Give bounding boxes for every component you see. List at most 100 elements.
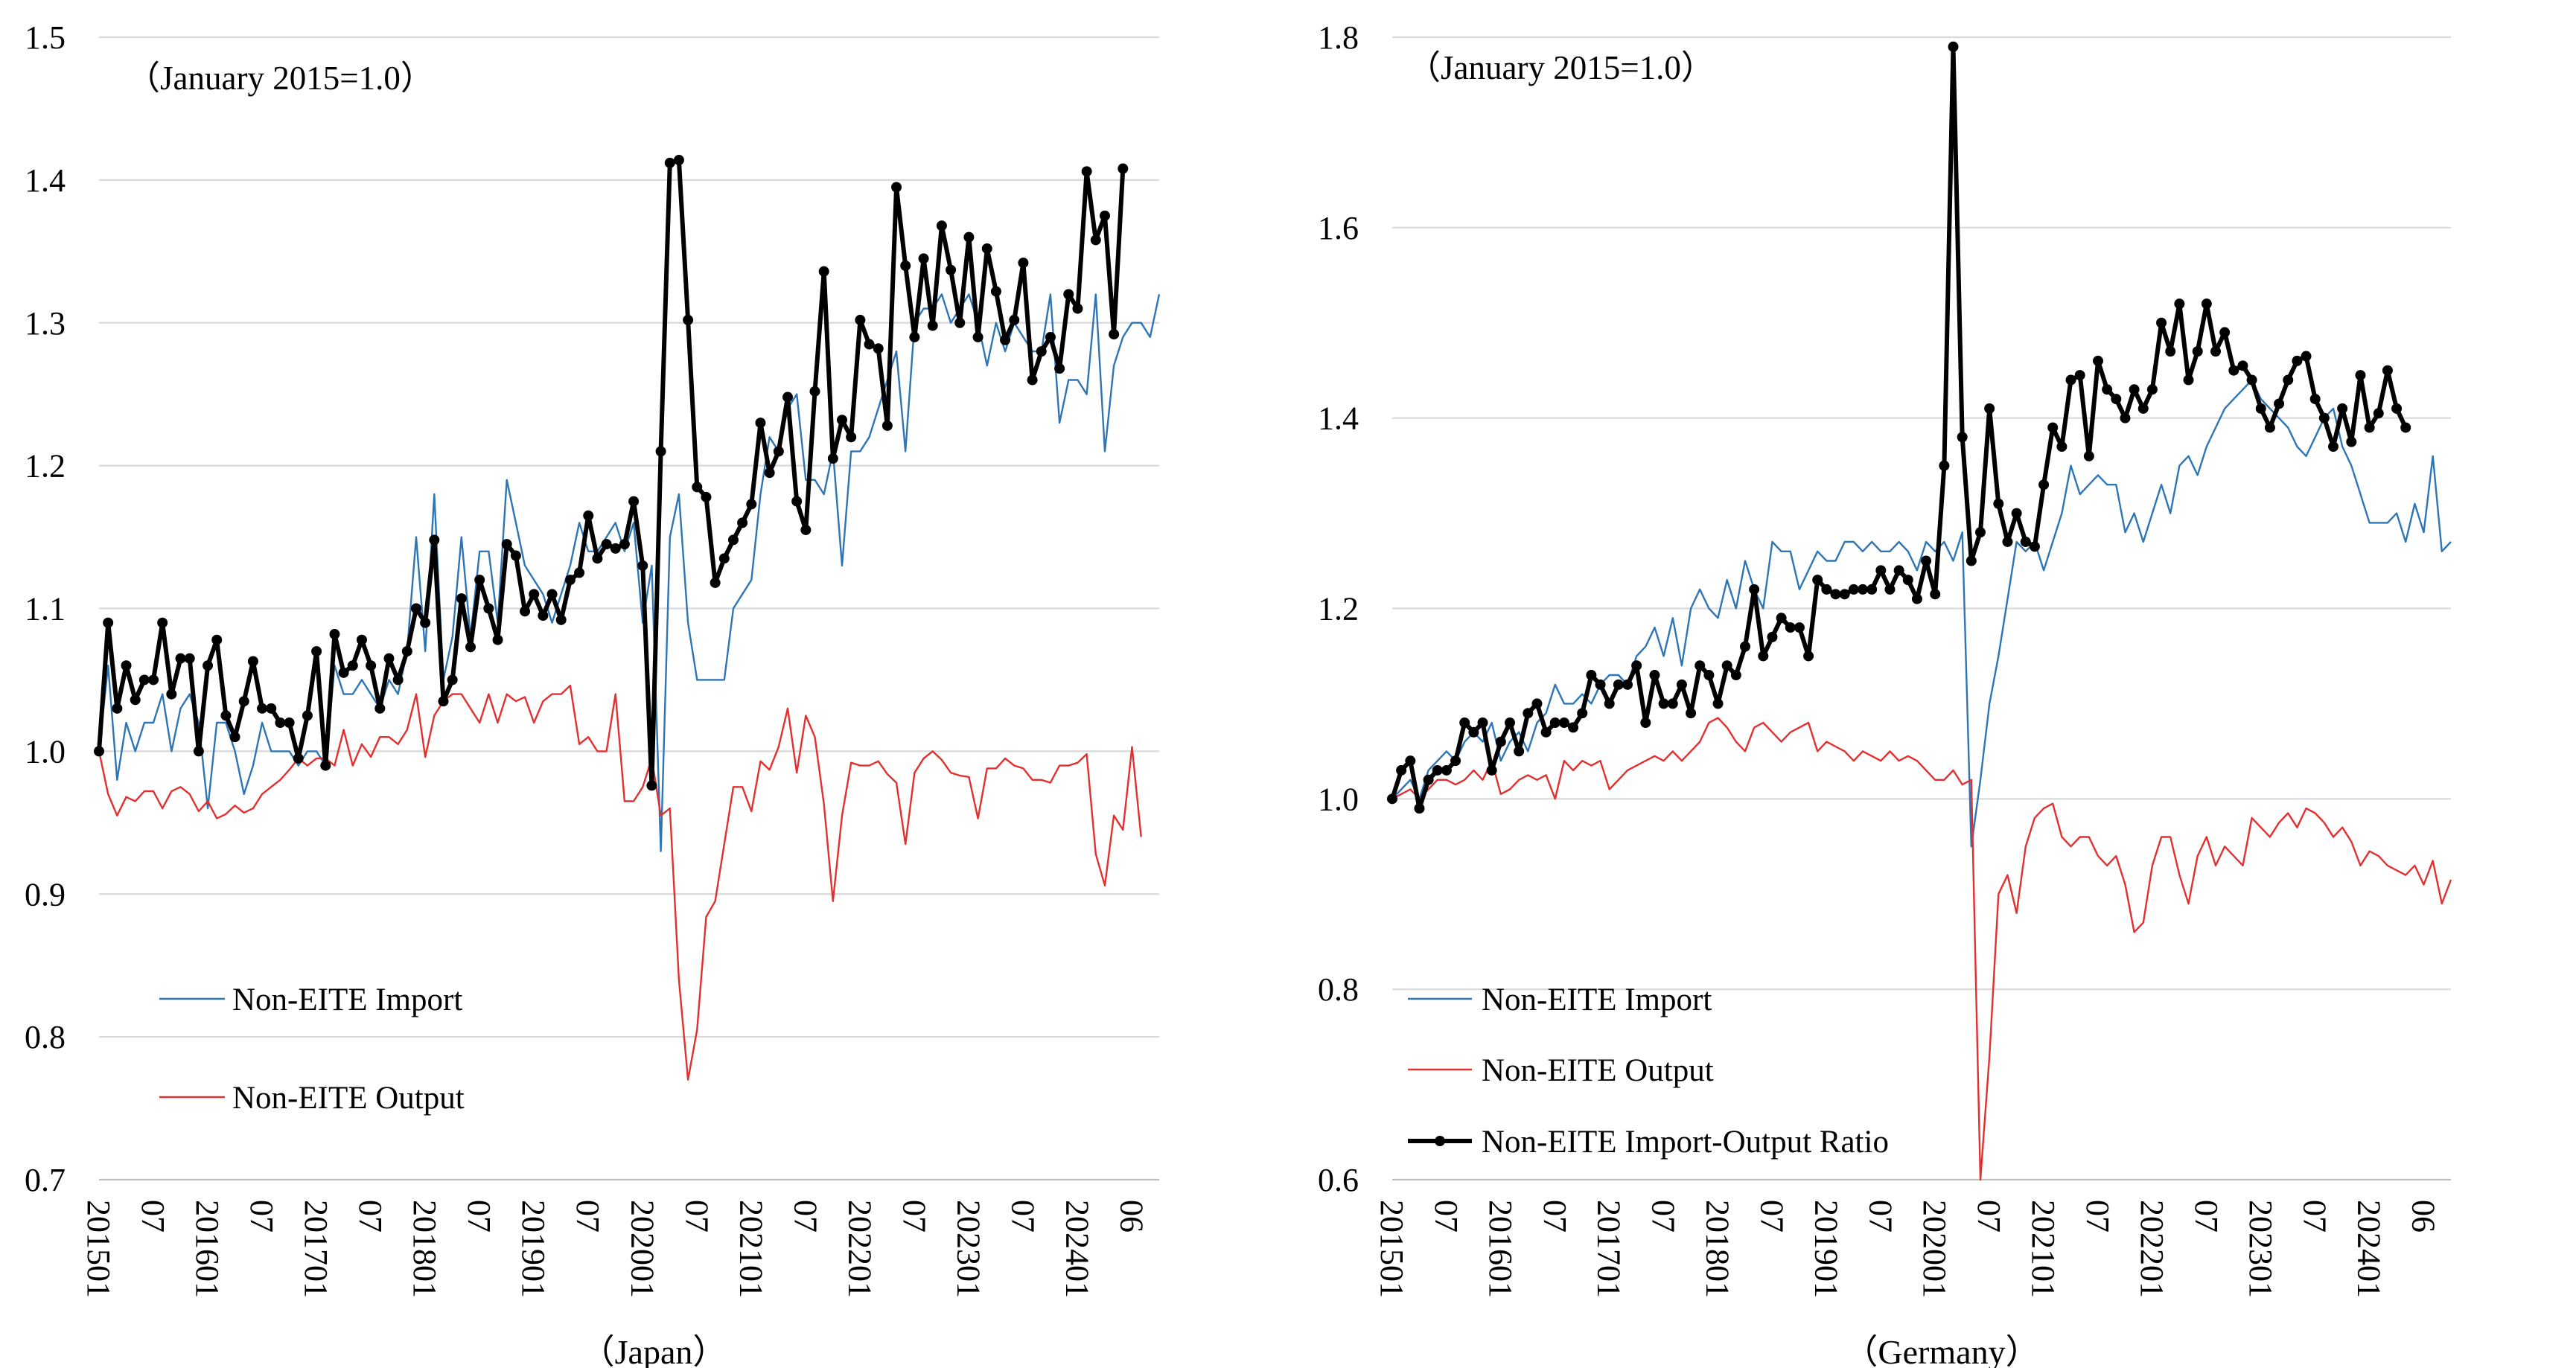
germany-x-tick-label: 07 — [2079, 1200, 2116, 1233]
japan-ratio-point — [555, 614, 567, 625]
japan-ratio-point — [664, 157, 675, 168]
germany-legend-ratio: Non-EITE Import-Output Ratio — [1482, 1125, 1889, 1160]
japan-ratio-point — [818, 266, 829, 277]
japan-ratio-point — [936, 220, 947, 231]
japan-ratio-point — [1099, 210, 1110, 221]
japan-ratio-point — [238, 696, 249, 707]
germany-ratio-point — [1921, 555, 1932, 566]
germany-ratio-point — [2309, 394, 2321, 405]
germany-x-tick-label: 06 — [2406, 1200, 2442, 1233]
japan-ratio-point — [855, 314, 866, 325]
germany-ratio-point — [1586, 670, 1597, 681]
japan-ratio-point — [247, 656, 258, 667]
germany-gridlines — [1392, 36, 2451, 1181]
japan-ratio-point — [257, 703, 268, 714]
japan-ratio-point — [356, 634, 367, 645]
japan-ratio-point — [692, 482, 703, 493]
germany-x-tick-label: 201501 — [1374, 1200, 1410, 1298]
japan-ratio-point — [637, 560, 648, 571]
germany-ratio-point — [2183, 374, 2194, 386]
japan-ratio-point — [592, 553, 603, 564]
japan-x-tick-label: 07 — [678, 1200, 715, 1233]
japan-y-tick-label: 1.2 — [25, 448, 66, 485]
japan-ratio-point — [1054, 363, 1065, 374]
germany-legend-import: Non-EITE Import — [1482, 982, 1712, 1017]
japan-ratio-point — [764, 467, 775, 479]
germany-ratio-point — [2083, 450, 2094, 461]
germany-y-ticks: 0.6 0.8 1.0 1.2 1.4 1.6 1.8 — [1318, 19, 1359, 1198]
japan-x-tick-label: 202201 — [841, 1200, 878, 1298]
japan-y-tick-label: 1.1 — [25, 591, 66, 627]
germany-ratio-point — [1686, 708, 1697, 719]
japan-ratio-point — [873, 343, 884, 354]
germany-ratio-point — [2129, 384, 2140, 395]
japan-ratio-point — [800, 524, 812, 535]
japan-ratio-point — [347, 660, 358, 671]
germany-ratio-point — [1957, 432, 1968, 443]
germany-ratio-point — [1414, 803, 1425, 814]
germany-ratio-point — [2318, 412, 2330, 423]
japan-ratio-point — [773, 446, 784, 457]
japan-ratio-point — [1118, 163, 1129, 174]
germany-ratio-point — [1486, 764, 1497, 776]
japan-ratio-point — [203, 660, 214, 671]
japan-ratio-point — [954, 317, 966, 328]
germany-ratio-point — [2174, 298, 2185, 310]
germany-ratio-point — [2038, 479, 2050, 490]
germany-ratio-point — [1848, 584, 1859, 595]
germany-ratio-point — [1649, 670, 1660, 681]
japan-ratio-point — [410, 603, 421, 614]
japan-ratio-point — [456, 593, 467, 604]
japan-ratio-point — [366, 660, 377, 671]
japan-x-tick-label: 07 — [352, 1200, 389, 1233]
japan-legend-output: Non-EITE Output — [232, 1081, 465, 1116]
japan-ratio-point — [320, 760, 331, 771]
germany-ratio-point — [2074, 370, 2085, 381]
japan-x-tick-label: 07 — [570, 1200, 606, 1233]
germany-x-tick-label: 202001 — [1916, 1200, 1953, 1298]
japan-y-tick-label: 1.0 — [25, 733, 66, 770]
germany-ratio-point — [2228, 365, 2239, 376]
germany-ratio-point — [2400, 422, 2411, 433]
germany-ratio-point — [2364, 422, 2375, 433]
japan-ratio-point — [646, 780, 657, 791]
japan-ratio-point — [103, 617, 114, 628]
chart-germany: 0.60.81.01.21.41.61.8 201501 07 201601 07 20… — [1318, 19, 2452, 1368]
japan-x-tick-label: 201801 — [407, 1200, 443, 1298]
germany-ratio-point — [2210, 346, 2221, 357]
japan-ratio-point — [655, 446, 666, 457]
germany-series-line-non-eite-import — [1391, 379, 2452, 848]
japan-y-ticks: 0.7 0.8 0.9 1.0 1.1 1.2 1.3 1.4 1.5 — [25, 19, 66, 1198]
japan-x-tick-label: 201901 — [515, 1200, 552, 1298]
japan-ratio-point — [619, 539, 630, 550]
japan-x-tick-label: 07 — [1004, 1200, 1041, 1233]
japan-ratio-point — [727, 534, 739, 546]
germany-x-tick-label: 202401 — [2351, 1200, 2388, 1298]
japan-ratio-point — [1045, 331, 1056, 342]
japan-ratio-point — [211, 634, 223, 645]
japan-ratio-point — [130, 694, 141, 706]
japan-y-tick-label: 1.5 — [25, 19, 66, 56]
germany-ratio-point — [1450, 755, 1461, 767]
japan-y-tick-label: 0.9 — [25, 876, 66, 912]
germany-ratio-point — [2264, 422, 2275, 433]
germany-ratio-point — [2255, 403, 2266, 414]
germany-ratio-point — [1902, 575, 1913, 586]
germany-ratio-point — [1495, 736, 1506, 747]
japan-ratio-point — [610, 543, 621, 554]
japan-ratio-point — [193, 746, 204, 757]
japan-caption: （Japan） — [581, 1333, 727, 1368]
germany-ratio-point — [1785, 622, 1796, 633]
germany-ratio-point — [1695, 660, 1706, 671]
japan-ratio-point — [293, 752, 304, 764]
germany-ratio-point — [1794, 622, 1805, 633]
germany-ratio-point — [1830, 589, 1841, 600]
japan-ratio-point — [429, 534, 440, 546]
germany-ratio-point — [2111, 394, 2122, 405]
japan-ratio-point — [474, 575, 485, 586]
germany-x-tick-label: 07 — [2188, 1200, 2225, 1233]
germany-ratio-point — [1595, 679, 1606, 690]
germany-ratio-point — [1631, 660, 1642, 671]
japan-ratio-point — [438, 696, 449, 707]
japan-ratio-point — [166, 688, 177, 700]
